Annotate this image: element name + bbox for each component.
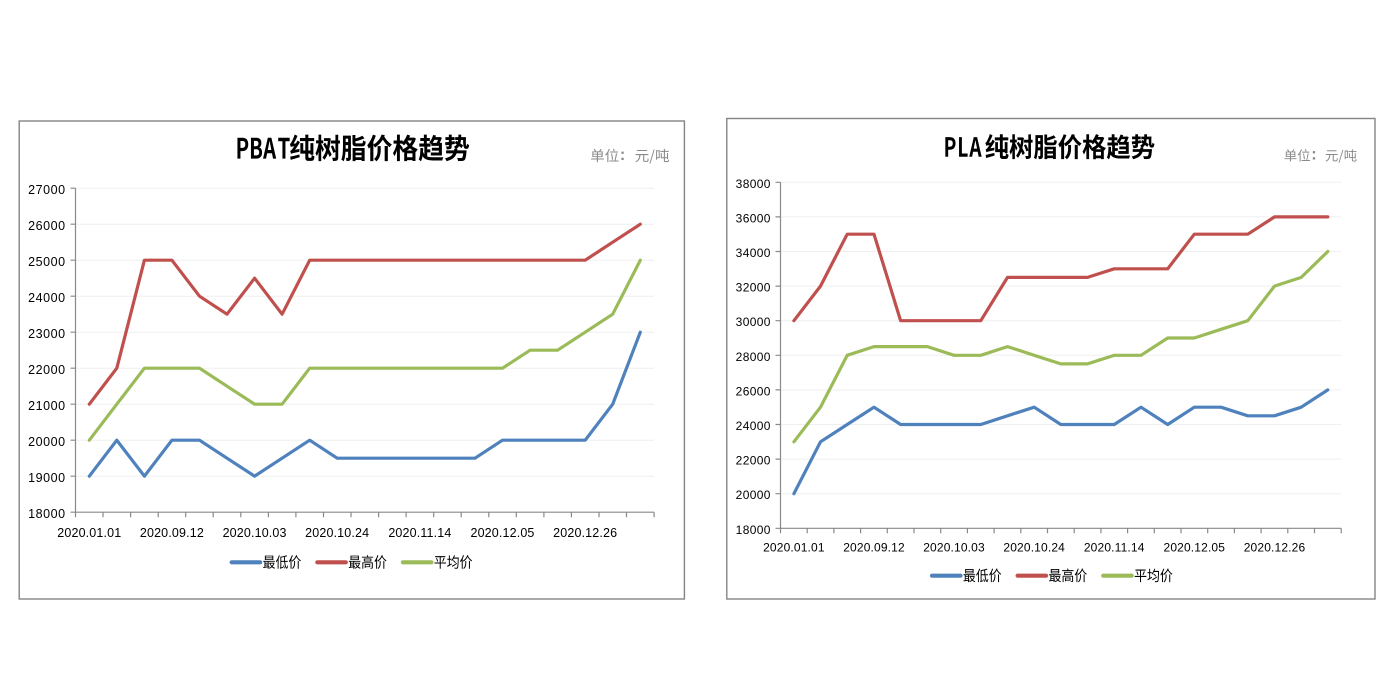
svg-text:30000: 30000 (736, 315, 771, 329)
svg-text:2020.12.05: 2020.12.05 (1164, 540, 1226, 554)
svg-text:2020.12.26: 2020.12.26 (553, 526, 617, 540)
svg-text:2020.01.01: 2020.01.01 (57, 526, 121, 540)
svg-text:2020.10.24: 2020.10.24 (305, 526, 369, 540)
svg-text:24000: 24000 (28, 291, 66, 305)
svg-text:20000: 20000 (28, 435, 66, 449)
svg-text:38000: 38000 (736, 177, 771, 191)
svg-text:32000: 32000 (736, 281, 771, 295)
svg-text:28000: 28000 (736, 350, 771, 364)
svg-text:18000: 18000 (28, 507, 66, 521)
svg-text:34000: 34000 (736, 246, 771, 260)
svg-text:26000: 26000 (736, 384, 771, 398)
svg-text:20000: 20000 (736, 488, 771, 502)
svg-text:22000: 22000 (736, 454, 771, 468)
svg-text:18000: 18000 (736, 523, 771, 537)
svg-text:24000: 24000 (736, 419, 771, 433)
svg-text:21000: 21000 (28, 399, 66, 413)
svg-text:2020.01.01: 2020.01.01 (763, 540, 825, 554)
svg-text:2020.10.03: 2020.10.03 (923, 540, 985, 554)
svg-text:2020.10.24: 2020.10.24 (1003, 540, 1065, 554)
svg-text:36000: 36000 (736, 211, 771, 225)
svg-text:26000: 26000 (28, 219, 66, 233)
svg-text:2020.10.03: 2020.10.03 (223, 526, 287, 540)
svg-text:2020.12.26: 2020.12.26 (1244, 540, 1306, 554)
svg-text:2020.09.12: 2020.09.12 (843, 540, 905, 554)
svg-text:2020.09.12: 2020.09.12 (140, 526, 204, 540)
svg-text:2020.11.14: 2020.11.14 (1084, 540, 1145, 554)
svg-text:22000: 22000 (28, 363, 66, 377)
svg-text:2020.12.05: 2020.12.05 (470, 526, 534, 540)
svg-text:2020.11.14: 2020.11.14 (388, 526, 451, 540)
svg-text:19000: 19000 (28, 471, 66, 485)
svg-text:23000: 23000 (28, 327, 66, 341)
svg-text:25000: 25000 (28, 255, 66, 269)
svg-text:27000: 27000 (28, 183, 66, 197)
